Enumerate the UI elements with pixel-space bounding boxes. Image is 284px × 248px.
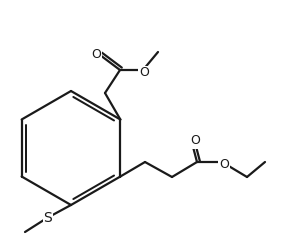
- Text: O: O: [219, 158, 229, 172]
- Text: O: O: [139, 66, 149, 80]
- Text: S: S: [44, 211, 52, 225]
- Text: O: O: [190, 134, 200, 148]
- Text: O: O: [91, 48, 101, 61]
